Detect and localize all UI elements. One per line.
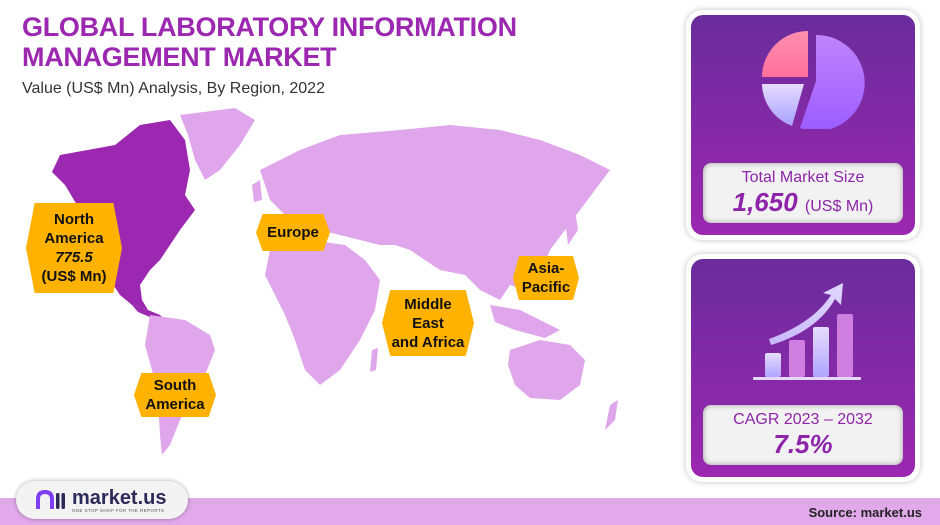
- market-size-box: Total Market Size 1,650 (US$ Mn): [703, 163, 903, 223]
- region-label: Asia-: [527, 260, 565, 277]
- map-north-america: [52, 120, 195, 310]
- cagr-label: CAGR 2023 – 2032: [733, 411, 873, 428]
- map-greenland: [180, 108, 255, 180]
- cagr-value: 7.5%: [773, 429, 833, 459]
- region-label: North: [54, 211, 94, 228]
- region-label: Middle: [404, 295, 452, 313]
- region-tag-south-america: South America: [134, 373, 216, 417]
- market-us-logo[interactable]: market.us ONE STOP SHOP FOR THE REPORTS: [16, 481, 188, 519]
- region-tag-north-america: North America 775.5 (US$ Mn): [26, 203, 122, 293]
- market-size-label: Total Market Size: [741, 169, 865, 186]
- market-us-logo-icon: [36, 489, 65, 509]
- map-southeast-asia: [490, 305, 560, 338]
- logo-name: market.us: [72, 486, 167, 509]
- market-size-value: 1,650: [732, 187, 798, 217]
- market-size-unit: (US$ Mn): [804, 198, 874, 215]
- region-tag-middle-east-africa: Middle East and Africa: [382, 290, 474, 356]
- cagr-card-panel: CAGR 2023 – 2032 7.5%: [691, 259, 915, 477]
- map-new-zealand: [605, 400, 618, 430]
- world-map: [20, 100, 680, 480]
- pie-chart-icon: [762, 31, 865, 129]
- region-label: America: [145, 396, 205, 413]
- region-value: 775.5: [55, 249, 93, 266]
- world-map-graphic: [52, 108, 618, 455]
- market-size-card: Total Market Size 1,650 (US$ Mn): [686, 10, 920, 240]
- region-tag-europe: Europe: [256, 214, 330, 251]
- map-africa: [265, 240, 380, 385]
- region-label: East: [412, 314, 444, 332]
- source-text: Source: market.us: [808, 505, 922, 520]
- map-australia: [508, 340, 585, 400]
- map-japan: [565, 210, 578, 245]
- region-label: Pacific: [521, 279, 571, 296]
- market-size-card-panel: Total Market Size 1,650 (US$ Mn): [691, 15, 915, 235]
- page-title: GLOBAL LABORATORY INFORMATION MANAGEMENT…: [22, 12, 517, 72]
- region-label: South: [153, 377, 197, 394]
- region-unit: (US$ Mn): [41, 268, 107, 285]
- map-uk: [252, 180, 262, 202]
- cagr-card: CAGR 2023 – 2032 7.5%: [686, 254, 920, 482]
- logo-tagline: ONE STOP SHOP FOR THE REPORTS: [72, 507, 165, 513]
- region-tag-asia-pacific: Asia- Pacific: [513, 256, 579, 300]
- map-madagascar: [370, 348, 378, 372]
- region-label: America: [44, 230, 104, 247]
- page-subtitle: Value (US$ Mn) Analysis, By Region, 2022: [22, 80, 325, 97]
- region-label: and Africa: [391, 333, 465, 351]
- cagr-box: CAGR 2023 – 2032 7.5%: [703, 405, 903, 465]
- region-label: Europe: [267, 224, 319, 241]
- growth-bar-chart-icon: [753, 283, 861, 380]
